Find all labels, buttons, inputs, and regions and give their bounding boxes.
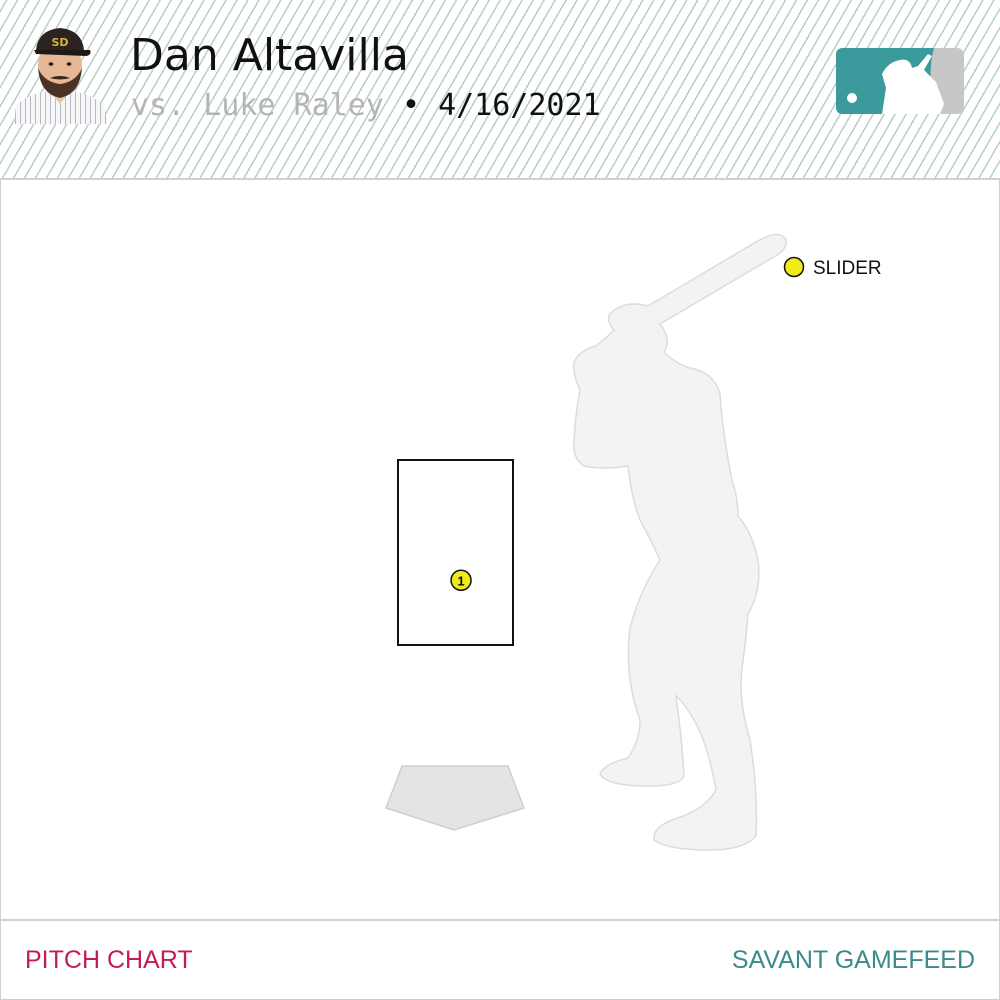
cap-logo-text: SD	[51, 36, 68, 49]
pitch-markers: 1	[450, 569, 472, 591]
player-headshot-icon: SD	[10, 20, 110, 124]
strike-zone	[397, 459, 514, 646]
game-date: 4/16/2021	[438, 88, 601, 123]
matchup-line: vs. Luke Raley • 4/16/2021	[131, 88, 601, 123]
footer-savant-gamefeed-link[interactable]: SAVANT GAMEFEED	[731, 946, 975, 974]
footer-divider	[0, 919, 1000, 921]
matchup-prefix: vs.	[131, 88, 186, 123]
legend-label: SLIDER	[813, 258, 882, 279]
pitch-number-label: 1	[457, 573, 464, 588]
header: SD Dan Altavilla vs. Luke Raley • 4/16/2…	[0, 0, 1000, 180]
home-plate	[385, 765, 525, 831]
pitch-marker[interactable]	[450, 569, 472, 591]
matchup-separator: •	[401, 88, 420, 123]
batter-silhouette	[572, 233, 787, 851]
pitcher-name: Dan Altavilla	[130, 30, 409, 81]
pitch-legend: SLIDER	[783, 256, 882, 279]
batter-name: Luke Raley	[203, 88, 384, 123]
legend-swatch	[783, 256, 805, 278]
footer-pitch-chart-label: PITCH CHART	[25, 946, 193, 974]
mlb-logo-icon	[836, 48, 964, 114]
pitch-chart: 1 SLIDER	[385, 233, 882, 851]
